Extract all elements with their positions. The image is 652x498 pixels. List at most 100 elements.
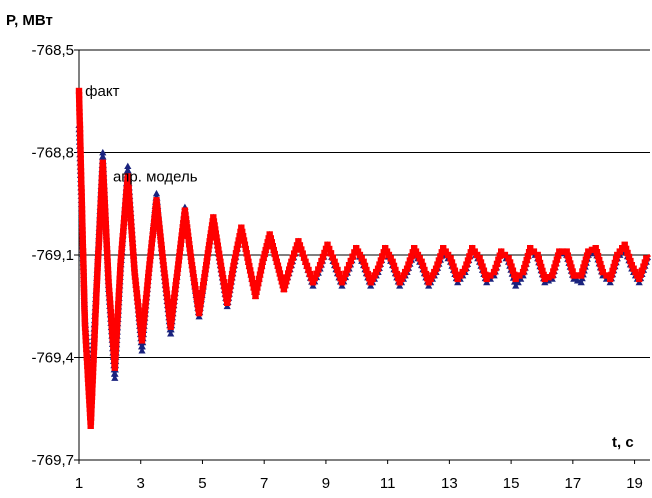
data-point: [182, 211, 189, 218]
data-point: [143, 290, 150, 298]
data-point: [203, 262, 210, 269]
data-point: [522, 260, 529, 268]
data-point: [107, 304, 114, 312]
data-point: [100, 180, 107, 187]
data-point: [84, 362, 91, 370]
y-tick-label: -769,1: [31, 247, 74, 264]
data-point: [184, 228, 191, 235]
data-point: [519, 268, 527, 276]
data-point: [188, 257, 195, 265]
data-point: [80, 277, 87, 285]
data-point: [300, 254, 308, 261]
data-point: [114, 317, 121, 325]
x-tick-label: 15: [503, 475, 520, 492]
data-point: [569, 268, 576, 275]
data-point: [91, 339, 98, 347]
data-point: [183, 224, 191, 231]
data-point: [477, 259, 485, 266]
data-point: [298, 246, 305, 253]
data-point: [539, 267, 546, 275]
data-point: [177, 240, 184, 247]
data-point: [212, 226, 219, 233]
data-point: [638, 267, 646, 274]
data-point: [88, 393, 96, 400]
data-point: [89, 381, 96, 388]
data-point: [76, 125, 84, 133]
data-point: [113, 330, 120, 338]
data-point: [105, 270, 112, 278]
data-point: [161, 270, 168, 277]
data-point: [554, 252, 562, 259]
data-point: [175, 257, 182, 264]
data-point: [92, 310, 99, 318]
data-point: [451, 267, 459, 274]
data-point: [154, 205, 161, 212]
data-point: [369, 275, 376, 283]
data-point: [101, 196, 108, 204]
data-point: [197, 297, 204, 305]
data-point: [437, 253, 444, 260]
data-point: [114, 313, 121, 321]
data-point: [152, 189, 161, 197]
data-point: [379, 253, 386, 260]
data-point: [94, 273, 101, 280]
data-point: [93, 290, 100, 297]
data-point: [76, 108, 83, 116]
data-point: [165, 307, 172, 314]
data-point: [643, 255, 650, 262]
data-point: [159, 253, 166, 261]
data-point: [138, 347, 146, 354]
data-point: [516, 272, 523, 279]
data-point: [179, 224, 186, 231]
data-point: [321, 249, 328, 257]
data-point: [142, 299, 149, 306]
data-point: [121, 211, 128, 219]
data-point: [573, 277, 582, 284]
data-point: [155, 213, 162, 220]
data-point: [140, 324, 147, 331]
data-point: [373, 268, 380, 276]
data-point: [400, 272, 407, 279]
data-point: [78, 189, 85, 196]
data-point: [278, 278, 286, 285]
data-point: [270, 246, 277, 254]
data-point: [108, 321, 115, 329]
data-point: [87, 414, 95, 421]
data-point: [171, 290, 178, 297]
data-point: [191, 282, 199, 289]
data-point: [105, 279, 112, 286]
data-point: [88, 410, 95, 417]
data-point: [82, 337, 89, 344]
data-point: [104, 250, 111, 257]
data-point: [593, 249, 601, 256]
data-point: [125, 181, 132, 188]
data-point: [287, 262, 294, 269]
data-point: [140, 320, 147, 327]
data-point: [480, 267, 488, 274]
data-point: [334, 266, 341, 274]
data-point: [207, 234, 214, 241]
data-point: [78, 185, 85, 192]
data-point: [89, 377, 96, 384]
data-point: [83, 358, 91, 365]
data-point: [291, 250, 298, 257]
data-point: [179, 228, 186, 235]
data-point: [159, 249, 166, 257]
data-point: [80, 290, 88, 297]
data-point: [131, 264, 138, 272]
data-point: [202, 266, 209, 273]
data-point: [81, 320, 89, 327]
data-point: [100, 171, 107, 179]
y-tick-label: -768,8: [31, 145, 74, 162]
data-point: [239, 233, 247, 240]
data-point: [197, 301, 204, 309]
data-point: [255, 275, 263, 283]
data-point: [376, 261, 383, 268]
data-point: [588, 246, 596, 254]
data-point: [91, 335, 98, 343]
data-point: [83, 345, 90, 353]
data-point: [556, 248, 563, 255]
data-point: [147, 252, 154, 260]
data-point: [215, 246, 222, 253]
data-point: [145, 273, 152, 281]
